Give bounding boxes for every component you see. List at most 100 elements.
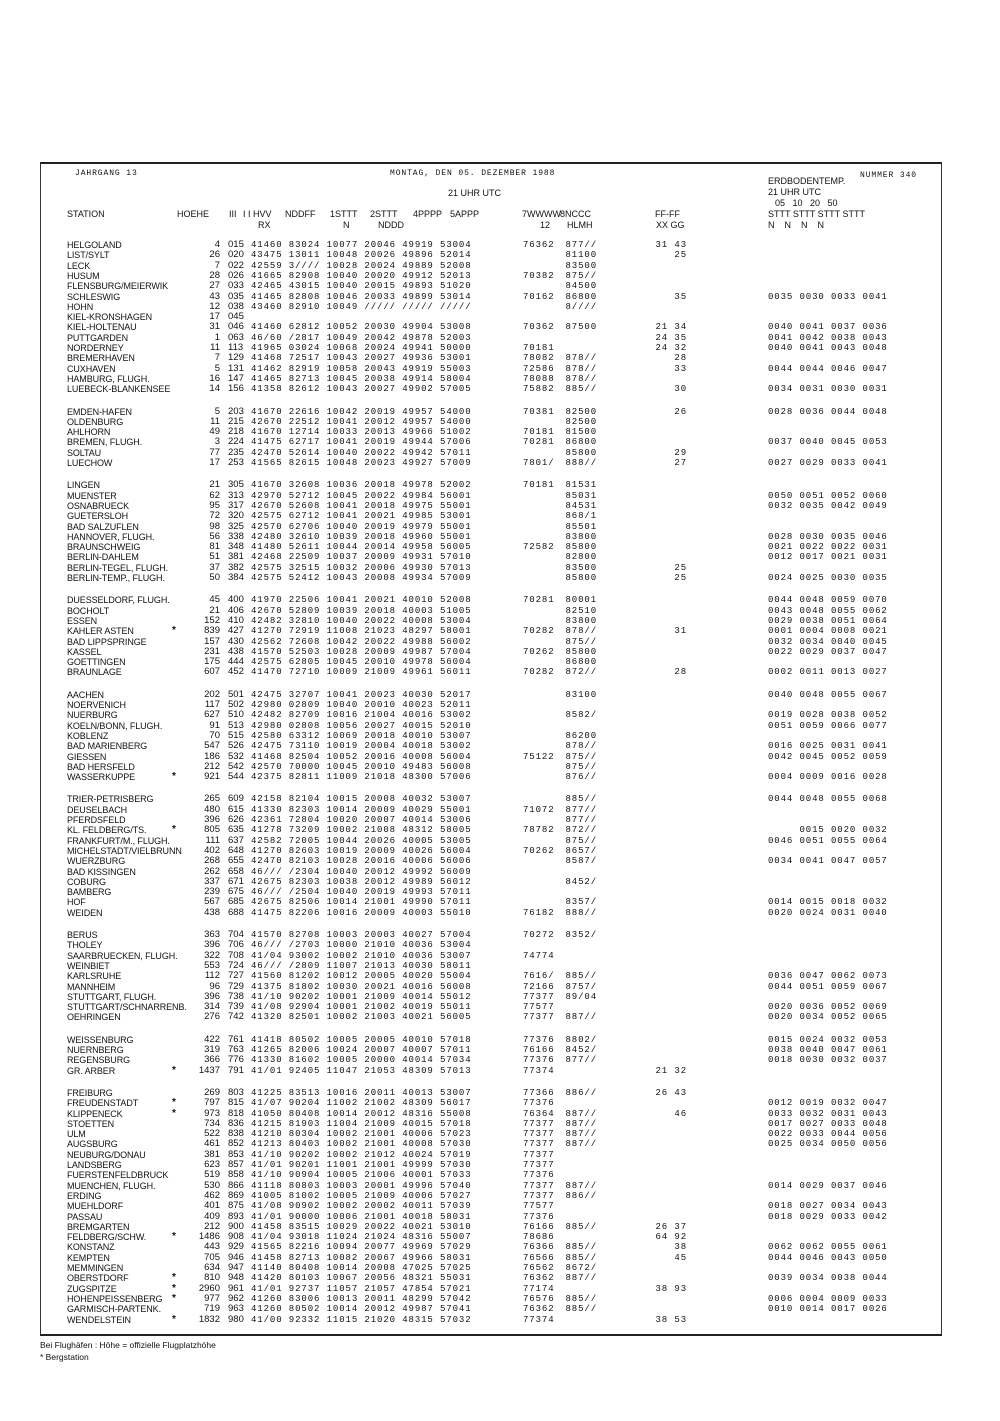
station-height: 21: [209, 604, 220, 616]
synop-groups: 42475 32707 10041 20023 40030 52017: [251, 689, 472, 700]
station-height: 1: [214, 331, 220, 343]
station-height: 268: [204, 855, 220, 867]
cloud-group: 875//: [565, 835, 597, 846]
wind-gust: 46: [674, 1108, 687, 1119]
station-height: 973: [204, 1107, 220, 1119]
weather-group: 77376: [523, 1055, 555, 1066]
soil-temperatures: 0012 0019 0032 0047: [768, 1098, 888, 1109]
weather-group: 76366: [523, 1242, 555, 1253]
station-name: NORDERNEY: [67, 343, 124, 353]
station-height: 5: [214, 405, 220, 417]
weather-group: 77377: [523, 1118, 555, 1129]
cloud-group: 878//: [565, 353, 597, 364]
cloud-group: 877//: [565, 815, 597, 825]
synop-groups: 46/60 /2817 10049 20042 49878 52003: [251, 332, 472, 343]
station-name: GIESSEN: [67, 751, 107, 762]
table-row: PUTTGARDEN 1 063 46/60 /2817 10049 20042 49…: [0, 331, 1000, 343]
table-row: MEMMINGEN 634 947 41140 80408 10014 20008 4…: [0, 1263, 1000, 1274]
soil-temperatures: 0040 0048 0055 0067: [768, 689, 888, 700]
weather-group: 70362: [523, 322, 555, 333]
station-name: BAD LIPPSPRINGE: [67, 636, 147, 647]
station-name: WENDELSTEIN: [67, 1314, 131, 1325]
weather-group: 77377: [523, 1129, 555, 1140]
soil-temperatures: 0051 0059 0066 0077: [768, 720, 888, 731]
station-name: STUTTGART, FLUGH.: [67, 991, 157, 1002]
table-row: BERLIN-TEMP., FLUGH. 50 384 42575 52412 100…: [0, 572, 1000, 584]
station-name: OLDENBURG: [67, 416, 124, 427]
table-row: BAD MARIENBERG 547 526 42475 73110 10019 20…: [0, 741, 1000, 752]
station-height: 797: [204, 1097, 220, 1109]
volume-label: JAHRGANG 13: [75, 169, 138, 178]
cloud-group: 85501: [565, 521, 597, 532]
synop-groups: 41458 83515 10029 20022 40021 53010: [251, 1221, 472, 1232]
station-height: 363: [204, 929, 220, 940]
station-name: PUTTGARDEN: [67, 332, 129, 343]
cloud-group: 868/1: [565, 511, 597, 522]
station-name: HOHN: [67, 301, 94, 312]
station-name: HANNOVER, FLUGH.: [67, 531, 155, 542]
synop-groups: 41670 22616 10042 20019 49957 54000: [251, 406, 472, 417]
soil-temperatures: 0004 0009 0016 0028: [768, 772, 888, 783]
cloud-group: 885//: [565, 1293, 597, 1304]
soil-temperatures: 0018 0027 0034 0043: [768, 1201, 888, 1212]
station-name: GOETTINGEN: [67, 657, 126, 668]
weather-group: 78082: [523, 353, 555, 364]
station-index: 033: [228, 280, 244, 292]
table-row: LANDSBERG 623 857 41/01 90201 11001 21001 4…: [0, 1160, 1000, 1171]
station-name: BREMGARTEN: [67, 1221, 130, 1232]
station-name: AACHEN: [67, 689, 104, 700]
table-row: BAD KISSINGEN 262 658 46/// /2304 10040 200…: [0, 866, 1000, 877]
cloud-group: 878//: [565, 741, 597, 752]
soil-temperatures: 0034 0031 0030 0031: [768, 384, 888, 395]
table-row: GOETTINGEN 175 444 42575 62805 10045 20010 …: [0, 657, 1000, 668]
station-height: 50: [209, 572, 220, 583]
synop-groups: 41465 82808 10046 20033 49899 53014: [251, 291, 472, 302]
station-height: 1486: [198, 1231, 220, 1243]
table-row: WEIDEN 438 688 41475 82206 10016 20009 4000…: [0, 907, 1000, 918]
synop-groups: 42670 52608 10041 20018 49975 55001: [251, 500, 472, 511]
soil-temperatures: 0010 0014 0017 0026: [768, 1304, 888, 1315]
synop-groups: 41140 80408 10014 20008 47025 57025: [251, 1263, 472, 1273]
station-index: 893: [228, 1210, 244, 1222]
wind-gust: 30: [674, 384, 687, 395]
weather-group: 70381: [523, 406, 555, 417]
station-height: 212: [204, 1220, 220, 1232]
station-height: 45: [209, 594, 220, 606]
station-name: KLIPPENECK: [67, 1108, 123, 1119]
soil-temperatures: 0044 0048 0059 0070: [768, 595, 888, 606]
station-name: BAD HERSFELD: [67, 761, 135, 772]
table-row: WUERZBURG 268 655 42470 82103 10028 20016 4…: [0, 855, 1000, 867]
station-index: 430: [228, 635, 244, 647]
station-index: 510: [228, 709, 244, 721]
wind-gust: 38 93: [655, 1283, 687, 1294]
weather-group: 70282: [523, 626, 555, 637]
cloud-group: 887//: [565, 1129, 597, 1140]
station-index: 218: [228, 426, 244, 438]
wind-gust: 25: [674, 250, 687, 261]
footnote-mountain: * Bergstation: [40, 1352, 89, 1362]
soil-temperatures: 0022 0033 0044 0056: [768, 1129, 888, 1140]
station-index: 317: [228, 499, 244, 511]
weather-group: 76362: [523, 1273, 555, 1284]
synop-groups: 41470 72710 10009 21009 49961 56011: [251, 667, 472, 678]
station-height: 402: [204, 844, 220, 856]
table-row: BAD SALZUFLEN 98 325 42570 62706 10040 2001…: [0, 521, 1000, 532]
weather-group: 77374: [523, 1065, 555, 1076]
mountain-marker: *: [172, 1313, 176, 1325]
synop-groups: 41225 83513 10016 20011 40013 53007: [251, 1087, 472, 1098]
table-row: KEMPTEN 705 946 41458 82713 10082 20067 499…: [0, 1252, 1000, 1263]
table-row: HOHN 12 038 43460 82910 10049 ///// ///// /…: [0, 301, 1000, 312]
weather-group: 78088: [523, 373, 555, 384]
soil-temperatures: 0002 0011 0013 0027: [768, 667, 888, 678]
station-height: 977: [204, 1292, 220, 1304]
table-row: HAMBURG, FLUGH. 16 147 41465 82713 10045 20…: [0, 373, 1000, 384]
weather-group: 76566: [523, 1252, 555, 1263]
synop-groups: 41358 82612 10043 20027 49902 57005: [251, 384, 472, 395]
synop-groups: 42559 3//// 10028 20024 49889 52008: [251, 260, 472, 271]
cloud-group: 878//: [565, 363, 597, 374]
station-index: 544: [228, 771, 244, 783]
station-index: 046: [228, 321, 244, 333]
station-name: ERDING: [67, 1190, 102, 1201]
station-index: 671: [228, 875, 244, 887]
station-name: WEINBIET: [67, 960, 110, 971]
